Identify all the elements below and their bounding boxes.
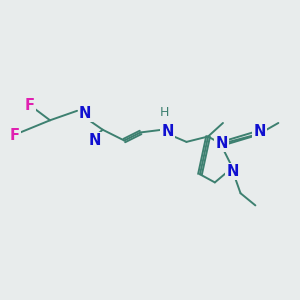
Text: N: N	[226, 164, 238, 179]
Text: N: N	[215, 136, 228, 151]
Text: N: N	[161, 124, 174, 139]
Text: N: N	[253, 124, 266, 139]
Text: H: H	[160, 106, 170, 119]
Text: F: F	[25, 98, 35, 113]
Text: N: N	[79, 106, 91, 121]
Text: F: F	[10, 128, 20, 142]
Text: N: N	[88, 133, 101, 148]
